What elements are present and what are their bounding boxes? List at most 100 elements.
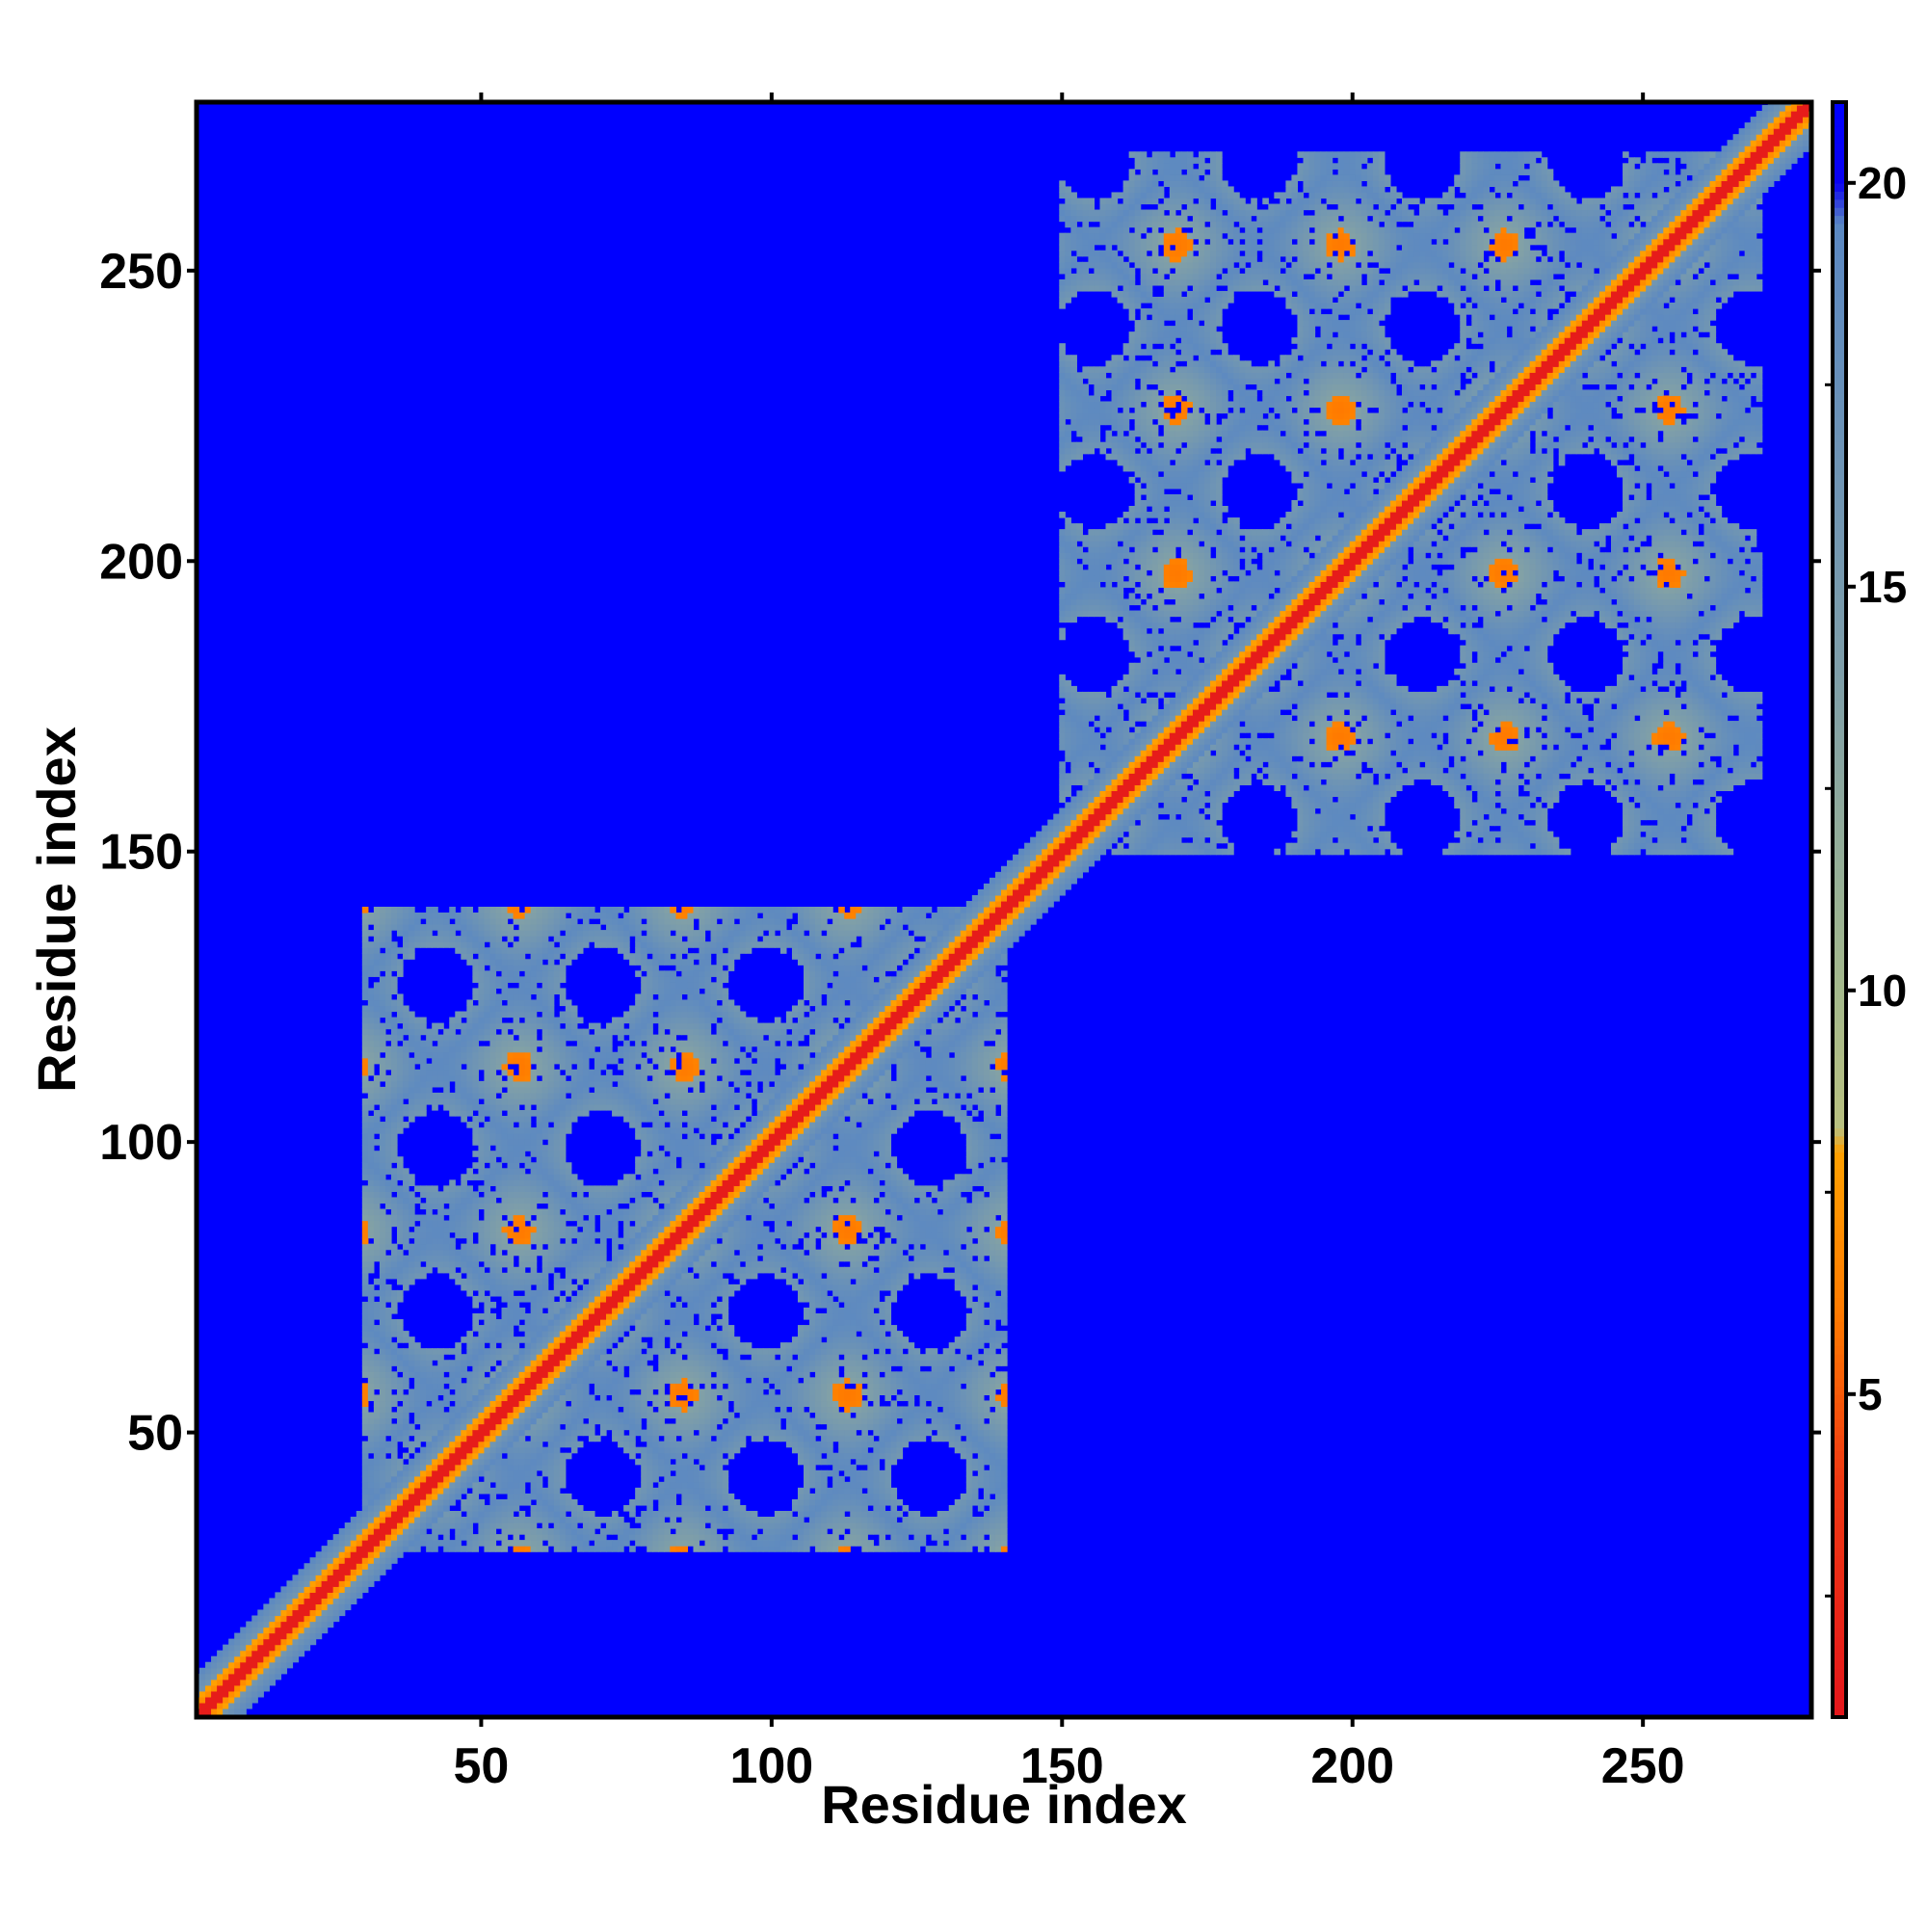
heat-cell bbox=[432, 1412, 438, 1418]
heat-cell bbox=[443, 1029, 450, 1036]
heat-cell bbox=[328, 1586, 334, 1593]
heat-cell bbox=[525, 1465, 532, 1471]
heat-cell bbox=[647, 1319, 653, 1326]
heat-cell bbox=[368, 1389, 375, 1395]
heat-cell bbox=[537, 1342, 543, 1349]
heat-cell bbox=[612, 1197, 619, 1204]
heat-cell bbox=[652, 1337, 659, 1343]
heat-cell bbox=[310, 1592, 317, 1599]
heat-cell bbox=[374, 1522, 381, 1529]
heat-cell bbox=[489, 1029, 496, 1036]
heat-cell bbox=[566, 1522, 572, 1529]
heat-cell bbox=[594, 1070, 601, 1076]
heat-cell bbox=[566, 1394, 572, 1401]
heat-cell bbox=[594, 1400, 601, 1407]
heat-cell bbox=[502, 1354, 509, 1361]
heat-cell bbox=[455, 1377, 462, 1384]
heat-cell bbox=[391, 1505, 398, 1512]
heat-cell bbox=[641, 1215, 647, 1222]
heat-cell bbox=[466, 1459, 473, 1466]
heat-cell bbox=[397, 1238, 404, 1245]
heat-cell bbox=[629, 953, 636, 960]
heat-cell bbox=[560, 936, 567, 942]
heat-cell bbox=[658, 1546, 665, 1552]
heat-cell bbox=[374, 907, 381, 913]
heat-cell bbox=[385, 976, 392, 983]
heat-cell bbox=[525, 1273, 532, 1280]
heat-cell bbox=[437, 1528, 444, 1535]
heat-cell bbox=[629, 1232, 636, 1239]
heat-cell bbox=[502, 1447, 509, 1454]
heat-cell bbox=[531, 947, 538, 954]
heat-cell bbox=[519, 982, 526, 989]
heat-cell bbox=[519, 976, 526, 983]
heat-cell bbox=[664, 1256, 671, 1262]
heat-cell bbox=[566, 1273, 572, 1280]
heat-cell bbox=[257, 1685, 264, 1692]
heat-cell bbox=[664, 1005, 671, 1012]
heat-cell bbox=[478, 1389, 485, 1395]
heat-cell bbox=[525, 1250, 532, 1257]
heat-cell bbox=[514, 947, 520, 954]
heat-cell bbox=[280, 1628, 287, 1634]
heat-cell bbox=[600, 1104, 607, 1111]
heat-cell bbox=[205, 1703, 212, 1709]
heat-cell bbox=[635, 1191, 642, 1198]
heat-cell bbox=[362, 1110, 369, 1117]
heat-cell bbox=[489, 1476, 496, 1483]
heat-cell bbox=[606, 1284, 613, 1291]
heat-cell bbox=[612, 1023, 619, 1030]
heat-cell bbox=[380, 1023, 386, 1030]
heat-cell bbox=[664, 1064, 671, 1071]
heat-cell bbox=[374, 1093, 381, 1099]
heat-cell bbox=[525, 1389, 532, 1395]
heat-cell bbox=[466, 1279, 473, 1285]
heat-cell bbox=[211, 1668, 218, 1675]
heat-cell bbox=[583, 1093, 590, 1099]
heat-cell bbox=[495, 1290, 502, 1297]
heat-cell bbox=[368, 1093, 375, 1099]
heat-cell bbox=[362, 1540, 369, 1547]
heat-cell bbox=[618, 1342, 624, 1349]
heat-cell bbox=[397, 1430, 404, 1437]
heat-cell bbox=[664, 1313, 671, 1320]
heat-cell bbox=[328, 1569, 334, 1575]
heat-cell bbox=[409, 1191, 415, 1198]
heat-cell bbox=[647, 1221, 653, 1228]
heat-cell bbox=[508, 1197, 515, 1204]
heat-cell bbox=[455, 1546, 462, 1552]
heat-cell bbox=[542, 1302, 549, 1309]
heat-cell bbox=[397, 1488, 404, 1495]
heat-cell bbox=[589, 1418, 595, 1425]
heat-cell bbox=[455, 1012, 462, 1019]
heat-cell bbox=[658, 1064, 665, 1071]
heat-cell bbox=[560, 988, 567, 994]
heat-cell bbox=[374, 982, 381, 989]
heat-cell bbox=[554, 1221, 561, 1228]
heat-cell bbox=[525, 907, 532, 913]
heat-cell bbox=[495, 1337, 502, 1343]
heat-cell bbox=[426, 1522, 433, 1529]
heat-cell bbox=[461, 1430, 467, 1437]
heat-cell bbox=[466, 1430, 473, 1437]
heat-cell bbox=[554, 1494, 561, 1500]
heat-cell bbox=[263, 1633, 270, 1640]
heat-cell bbox=[472, 1058, 479, 1065]
heat-cell bbox=[542, 1383, 549, 1389]
heat-cell bbox=[566, 1098, 572, 1105]
heat-cell bbox=[461, 1505, 467, 1512]
heat-cell bbox=[269, 1680, 276, 1686]
heat-cell bbox=[495, 1365, 502, 1372]
heat-cell bbox=[437, 1371, 444, 1378]
heat-cell bbox=[554, 1116, 561, 1123]
heat-cell bbox=[664, 1406, 671, 1413]
heat-cell bbox=[600, 1227, 607, 1233]
heat-cell bbox=[489, 1127, 496, 1134]
heat-cell bbox=[554, 1534, 561, 1541]
heat-cell bbox=[560, 1203, 567, 1209]
heat-cell bbox=[583, 1313, 590, 1320]
heat-cell bbox=[397, 1354, 404, 1361]
heat-cell bbox=[478, 1023, 485, 1030]
heat-cell bbox=[478, 1522, 485, 1529]
heat-cell bbox=[223, 1697, 229, 1704]
